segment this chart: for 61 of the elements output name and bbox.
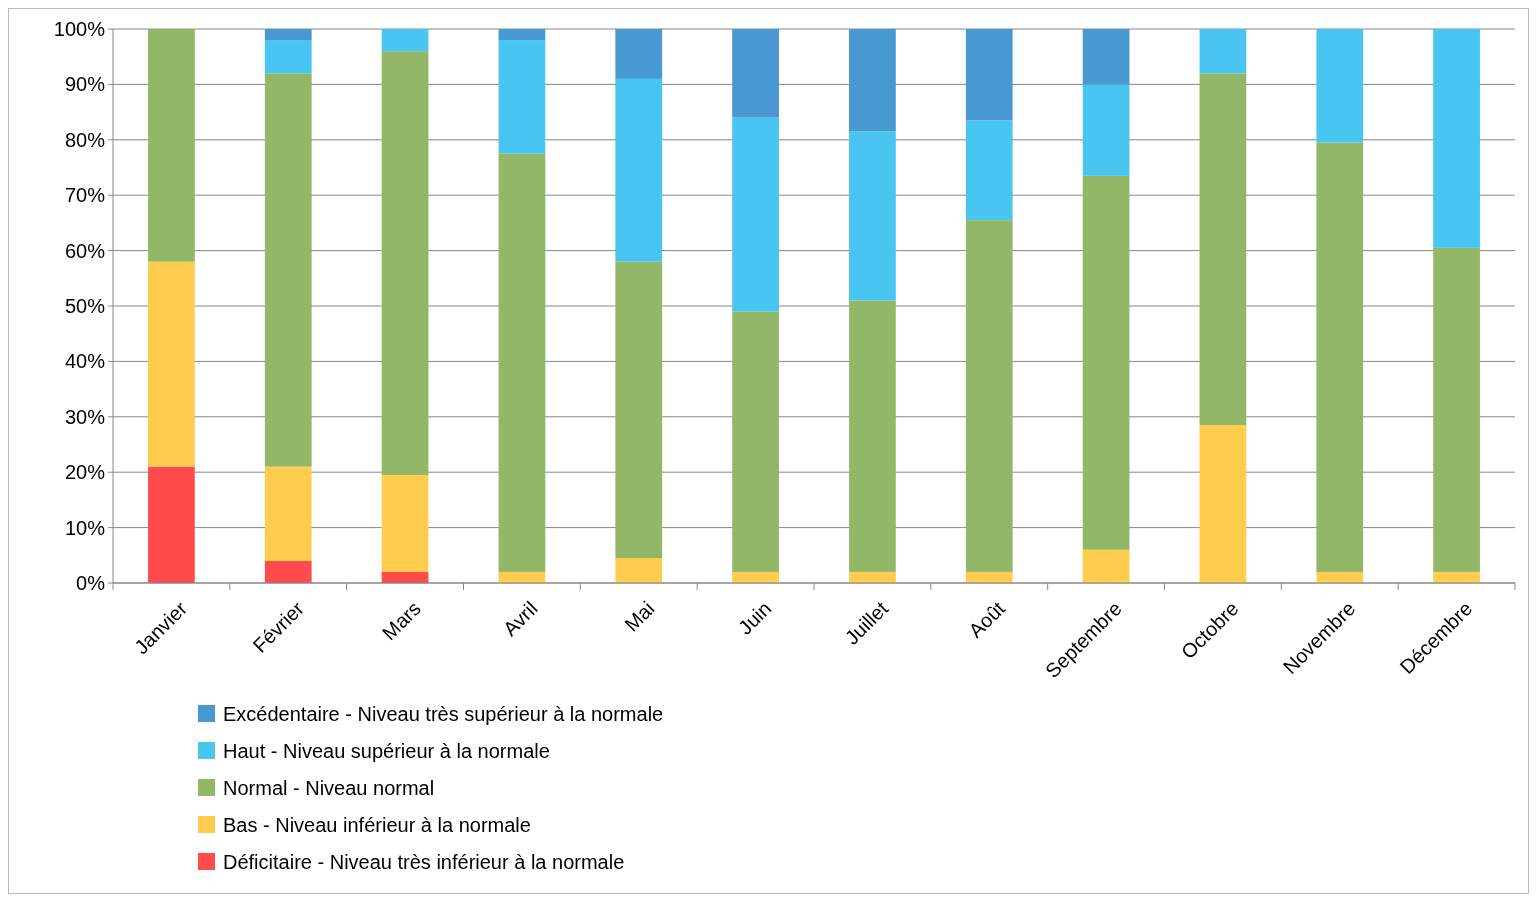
y-tick-label: 80% bbox=[64, 128, 106, 151]
y-tick-label: 30% bbox=[64, 405, 106, 428]
bar bbox=[1082, 175, 1130, 550]
bar bbox=[732, 117, 779, 312]
bar bbox=[148, 261, 195, 467]
y-tick-label: 90% bbox=[64, 73, 106, 96]
bar bbox=[1199, 425, 1247, 583]
bar bbox=[1082, 29, 1130, 85]
bar bbox=[264, 73, 312, 467]
bar bbox=[965, 571, 1013, 583]
y-tick-label: 100% bbox=[53, 18, 106, 40]
bar bbox=[148, 466, 195, 583]
bar bbox=[264, 560, 312, 583]
bar bbox=[498, 29, 546, 41]
y-tick-label: 50% bbox=[64, 295, 106, 317]
bar bbox=[732, 311, 779, 572]
bar bbox=[965, 120, 1013, 221]
bar bbox=[148, 29, 195, 262]
bar bbox=[1199, 73, 1247, 426]
bar bbox=[1082, 84, 1130, 176]
bar bbox=[732, 571, 779, 583]
y-tick-label: 40% bbox=[64, 350, 106, 373]
y-tick-label: 60% bbox=[64, 239, 106, 262]
bar bbox=[615, 558, 663, 583]
bar bbox=[849, 131, 896, 301]
bar bbox=[615, 261, 663, 559]
bar bbox=[965, 220, 1013, 572]
bar bbox=[849, 29, 896, 132]
legend-label: Excédentaire - Niveau très supérieur à la normale bbox=[223, 703, 664, 725]
bar bbox=[849, 571, 896, 583]
bar bbox=[381, 51, 429, 475]
bar bbox=[615, 78, 663, 262]
legend-label: Déficitaire - Niveau très inférieur à la normale bbox=[223, 851, 625, 873]
x-tick-label: Juin bbox=[733, 597, 776, 639]
bar bbox=[1199, 29, 1247, 74]
legend-label: Haut - Niveau supérieur à la normale bbox=[223, 740, 550, 762]
y-tick-label: 0% bbox=[76, 572, 106, 594]
bar bbox=[1316, 571, 1364, 583]
bar bbox=[264, 40, 312, 74]
bar bbox=[615, 29, 663, 79]
bar bbox=[264, 29, 312, 41]
bar bbox=[498, 153, 546, 572]
bar bbox=[1316, 142, 1364, 572]
y-tick-label: 70% bbox=[64, 184, 106, 207]
y-tick-label: 10% bbox=[64, 516, 106, 539]
bar bbox=[1433, 247, 1480, 572]
y-tick-label: 20% bbox=[64, 461, 106, 484]
bar bbox=[1082, 549, 1130, 583]
x-tick-label: Mai bbox=[620, 597, 659, 636]
bar bbox=[1433, 571, 1480, 583]
legend-label: Normal - Niveau normal bbox=[223, 777, 435, 799]
legend-label: Bas - Niveau inférieur à la normale bbox=[223, 814, 531, 836]
bar bbox=[1433, 29, 1480, 248]
bar bbox=[264, 466, 312, 561]
bar bbox=[732, 29, 779, 118]
bar bbox=[1316, 29, 1364, 143]
bar bbox=[498, 40, 546, 154]
bar bbox=[965, 29, 1013, 121]
bar bbox=[849, 300, 896, 572]
bar bbox=[381, 29, 429, 52]
bar bbox=[381, 474, 429, 572]
